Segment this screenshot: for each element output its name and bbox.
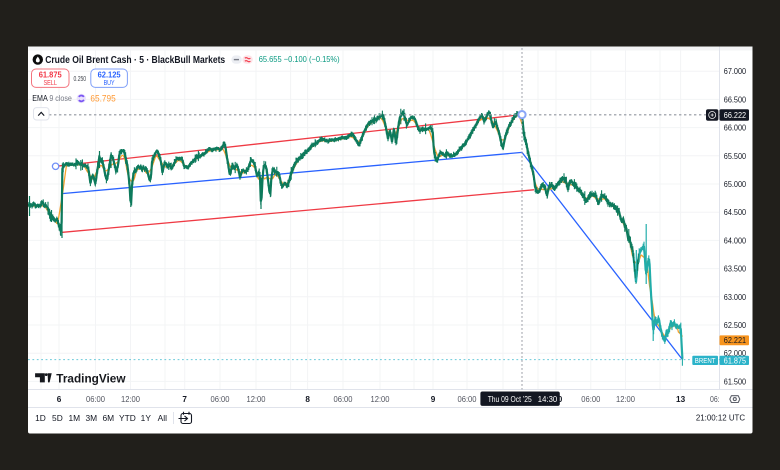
svg-text:06:00: 06:00: [581, 395, 600, 404]
svg-text:64.500: 64.500: [724, 207, 746, 217]
svg-text:61.500: 61.500: [724, 376, 746, 386]
svg-text:YTD: YTD: [119, 413, 136, 423]
svg-text:66.000: 66.000: [724, 123, 746, 133]
svg-text:EMA 9 close: EMA 9 close: [32, 93, 72, 103]
svg-text:12:00: 12:00: [616, 395, 635, 404]
svg-text:65.655 −0.100 (−0.15%): 65.655 −0.100 (−0.15%): [259, 54, 340, 64]
svg-text:Thu 09 Oct ’25: Thu 09 Oct ’25: [488, 395, 533, 404]
svg-text:65.500: 65.500: [724, 151, 746, 161]
svg-text:13: 13: [676, 395, 686, 404]
svg-text:06:00: 06:00: [211, 395, 230, 404]
svg-text:62.221: 62.221: [724, 335, 746, 345]
svg-text:6: 6: [57, 395, 62, 404]
svg-text:06:00: 06:00: [458, 395, 477, 404]
svg-text:1M: 1M: [68, 413, 80, 423]
svg-text:TradingView: TradingView: [56, 371, 126, 385]
svg-text:62.125: 62.125: [98, 70, 121, 79]
svg-text:62.000: 62.000: [724, 348, 746, 358]
svg-text:8: 8: [305, 395, 310, 404]
svg-text:All: All: [158, 413, 167, 423]
svg-text:12:00: 12:00: [247, 395, 266, 404]
svg-text:61.875: 61.875: [724, 355, 746, 365]
svg-text:BUY: BUY: [104, 80, 115, 87]
svg-text:64.000: 64.000: [724, 235, 746, 245]
svg-text:61.875: 61.875: [39, 70, 62, 79]
svg-text:9: 9: [431, 395, 436, 404]
svg-text:63.000: 63.000: [724, 292, 746, 302]
svg-text:5D: 5D: [52, 413, 63, 423]
svg-text:06:: 06:: [710, 395, 720, 404]
svg-text:1D: 1D: [35, 413, 46, 423]
svg-text:65.000: 65.000: [724, 179, 746, 189]
svg-text:66.500: 66.500: [724, 94, 746, 104]
svg-text:62.500: 62.500: [724, 320, 746, 330]
svg-text:21:00:12 UTC: 21:00:12 UTC: [696, 413, 745, 423]
svg-text:1Y: 1Y: [141, 413, 152, 423]
svg-text:67.000: 67.000: [724, 66, 746, 76]
svg-text:7: 7: [182, 395, 187, 404]
svg-text:66.222: 66.222: [724, 110, 746, 120]
svg-text:3M: 3M: [85, 413, 97, 423]
svg-text:0.250: 0.250: [74, 74, 87, 83]
svg-text:12:00: 12:00: [121, 395, 140, 404]
svg-text:65.795: 65.795: [90, 93, 115, 103]
svg-text:SELL: SELL: [43, 80, 57, 87]
svg-text:06:00: 06:00: [334, 395, 353, 404]
svg-text:14:30: 14:30: [538, 395, 558, 404]
svg-text:06:00: 06:00: [86, 395, 105, 404]
svg-text:Crude Oil Brent Cash · 5 · Bla: Crude Oil Brent Cash · 5 · BlackBull Mar…: [45, 55, 225, 66]
svg-text:BRENT: BRENT: [695, 358, 716, 365]
svg-text:6M: 6M: [102, 413, 114, 423]
svg-text:63.500: 63.500: [724, 264, 746, 274]
svg-text:12:00: 12:00: [371, 395, 390, 404]
